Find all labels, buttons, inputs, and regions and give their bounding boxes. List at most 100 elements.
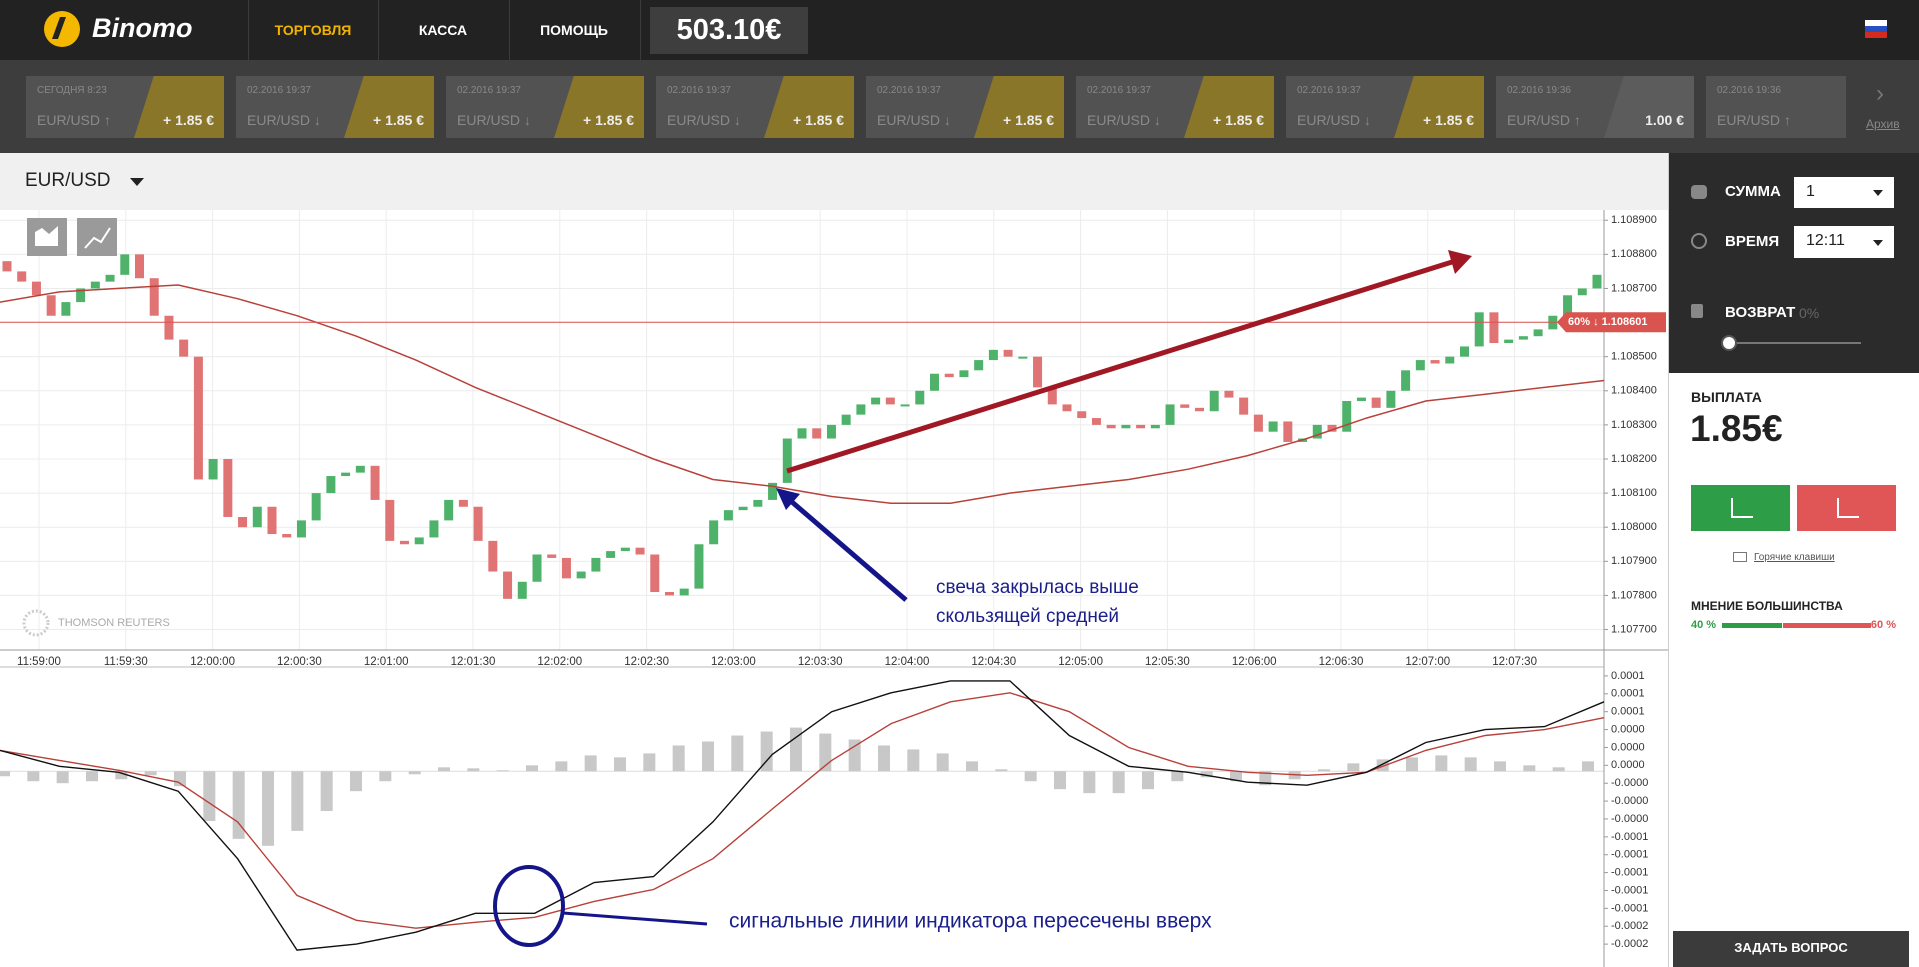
- call-button[interactable]: [1691, 485, 1790, 531]
- y-tick-label: 1.108700: [1611, 282, 1657, 294]
- candle: [223, 458, 233, 517]
- candle: [341, 472, 351, 477]
- histogram-bar: [731, 735, 744, 772]
- majority-down-label: 60 %: [1870, 619, 1896, 631]
- indicators-button[interactable]: [77, 218, 117, 256]
- deal-asset: EUR/USD ↓: [1087, 112, 1161, 128]
- deal-card[interactable]: 02.2016 19:37 EUR/USD ↓ + 1.85 €: [1076, 76, 1274, 138]
- deal-card[interactable]: 02.2016 19:36 EUR/USD ↑: [1706, 76, 1846, 138]
- icon: [1733, 552, 1747, 562]
- watermark-logo: [22, 609, 50, 637]
- candle: [547, 554, 557, 558]
- candle: [1312, 424, 1322, 439]
- histogram-bar: [1347, 763, 1360, 772]
- hotkeys-link[interactable]: Горячие клавиши: [1754, 552, 1835, 563]
- candle: [31, 281, 41, 296]
- candle: [1430, 360, 1440, 364]
- flag[interactable]: [1865, 20, 1887, 26]
- candle: [1327, 424, 1337, 432]
- deal-time: 02.2016 19:36: [1507, 85, 1571, 96]
- level-tag: [1557, 312, 1666, 333]
- deal-card[interactable]: 02.2016 19:36 EUR/USD ↑ 1.00 €: [1496, 76, 1694, 138]
- candle: [797, 428, 807, 439]
- asset-dropdown[interactable]: [130, 178, 144, 186]
- asset-name[interactable]: EUR/USD: [25, 170, 111, 191]
- candle: [1371, 397, 1381, 408]
- slider-knob[interactable]: [1721, 335, 1737, 351]
- deal-payout: 1.00 €: [1645, 112, 1684, 128]
- put-button[interactable]: [1797, 485, 1896, 531]
- ask-text: ЗАДАТЬ ВОПРОС: [1734, 940, 1848, 955]
- x-tick-label: 12:02:00: [537, 656, 582, 668]
- archive-link[interactable]: Архив: [1866, 117, 1900, 131]
- candle: [238, 516, 248, 528]
- candle: [1003, 349, 1013, 357]
- candle: [105, 274, 115, 282]
- deal-card[interactable]: 02.2016 19:37 EUR/USD ↓ + 1.85 €: [656, 76, 854, 138]
- candle: [1150, 424, 1160, 429]
- candle: [503, 571, 513, 599]
- candle: [120, 254, 130, 275]
- majority-up: [1722, 623, 1782, 628]
- candle: [871, 397, 881, 405]
- histogram-bar: [1112, 771, 1125, 794]
- ask-button[interactable]: ЗАДАТЬ ВОПРОС: [1673, 931, 1909, 967]
- nav-item[interactable]: ТОРГОВЛЯ: [274, 22, 352, 38]
- histogram-bar: [1318, 769, 1330, 772]
- candle: [326, 476, 336, 494]
- histogram-bar: [1200, 771, 1213, 778]
- candle: [930, 373, 939, 391]
- histogram-bar: [790, 727, 802, 772]
- deal-time: 02.2016 19:37: [457, 85, 521, 96]
- deal-highlight: [1184, 76, 1274, 138]
- x-tick-label: 12:04:30: [971, 656, 1016, 668]
- deal-card[interactable]: 02.2016 19:37 EUR/USD ↓ + 1.85 €: [866, 76, 1064, 138]
- deal-card[interactable]: СЕГОДНЯ 8:23 EUR/USD ↑ + 1.85 €: [26, 76, 224, 138]
- scroll-arrow[interactable]: ›: [1876, 80, 1884, 107]
- candle: [826, 424, 836, 439]
- deal-card[interactable]: 02.2016 19:37 EUR/USD ↓ + 1.85 €: [446, 76, 644, 138]
- candle: [1047, 387, 1057, 405]
- candle: [1136, 424, 1146, 429]
- candle: [576, 571, 586, 579]
- majority-label: МНЕНИЕ БОЛЬШИНСТВА: [1691, 599, 1843, 613]
- candle: [193, 356, 203, 480]
- y-tick-label: 0.0001: [1611, 670, 1645, 682]
- candle: [915, 390, 925, 405]
- candle: [164, 315, 174, 340]
- candle: [812, 428, 822, 439]
- nav-item[interactable]: КАССА: [418, 22, 468, 38]
- deal-card[interactable]: 02.2016 19:37 EUR/USD ↓ + 1.85 €: [1286, 76, 1484, 138]
- x-tick-label: 11:59:30: [104, 656, 148, 668]
- candle: [1445, 356, 1455, 364]
- logo[interactable]: Binomo: [92, 13, 193, 43]
- candle: [296, 520, 306, 538]
- histogram-bar: [878, 745, 890, 772]
- dropdown-arrow: [1873, 240, 1883, 251]
- candle: [179, 339, 189, 357]
- candle: [1592, 274, 1602, 289]
- trend-arrow: [786, 259, 1453, 474]
- y-tick-label: -0.0002: [1611, 920, 1648, 932]
- histogram-bar: [1464, 757, 1477, 772]
- histogram-bar: [555, 761, 568, 772]
- histogram-bar: [56, 771, 69, 784]
- y-tick-label: 1.108200: [1611, 453, 1657, 465]
- deal-card[interactable]: 02.2016 19:37 EUR/USD ↓ + 1.85 €: [236, 76, 434, 138]
- histogram-bar: [320, 771, 333, 812]
- annotation-text: скользящей средней: [936, 606, 1119, 627]
- x-tick-label: 12:05:30: [1145, 656, 1190, 668]
- candle: [355, 465, 365, 473]
- candle: [1195, 407, 1204, 412]
- balance[interactable]: 503.10€: [650, 7, 808, 54]
- candle: [768, 482, 778, 500]
- histogram-bar: [1230, 771, 1242, 782]
- asset-bar: [0, 153, 1668, 210]
- nav-item[interactable]: ПОМОЩЬ: [540, 22, 608, 38]
- x-tick-label: 12:06:00: [1232, 656, 1277, 668]
- majority-down: [1783, 623, 1871, 628]
- deals-bar: › Архив СЕГОДНЯ 8:23 EUR/USD ↑ + 1.85 €02.…: [0, 60, 1919, 153]
- y-tick-label: 0.0000: [1611, 759, 1645, 771]
- candle: [635, 547, 645, 555]
- header: Binomo ТОРГОВЛЯ КАССА ПОМОЩЬ 503.10€: [0, 0, 1919, 60]
